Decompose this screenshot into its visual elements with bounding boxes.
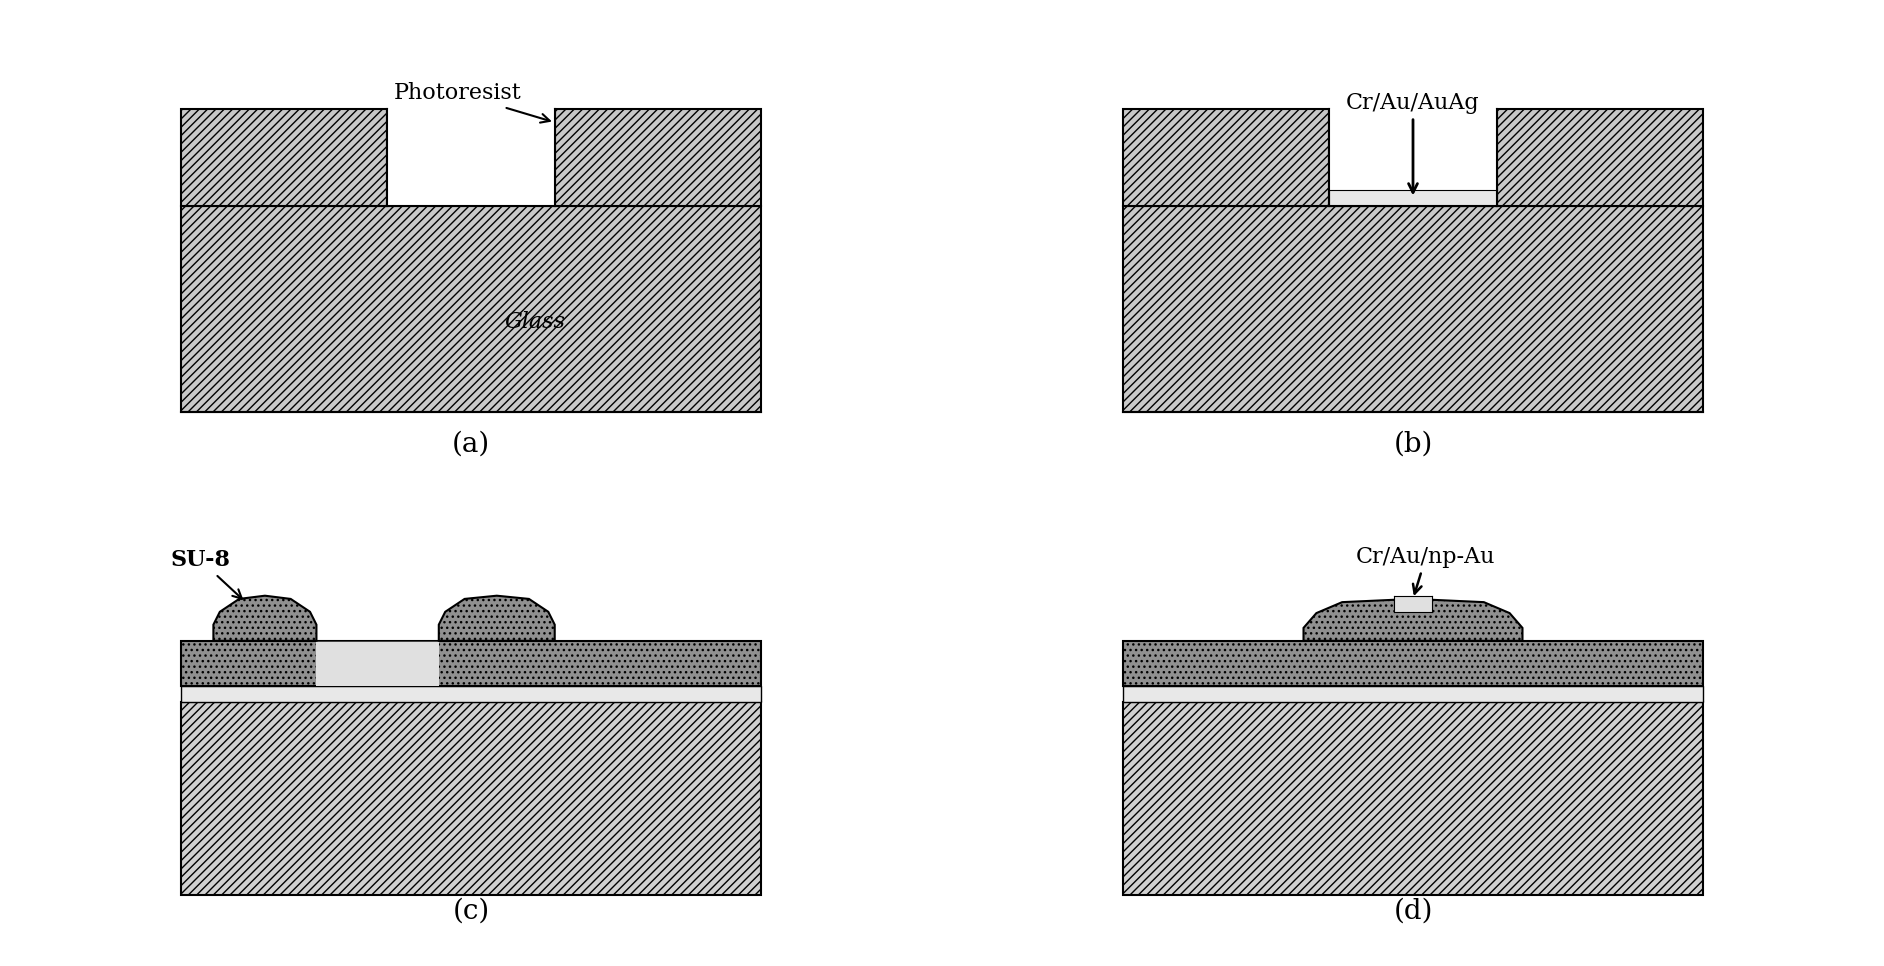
Bar: [1123, 702, 1703, 895]
Text: Photoresist: Photoresist: [394, 82, 550, 123]
Bar: [181, 640, 761, 686]
Bar: [1394, 596, 1432, 611]
Text: (b): (b): [1394, 430, 1432, 457]
Bar: [1123, 109, 1330, 206]
Bar: [181, 686, 761, 702]
Text: SU-8: SU-8: [171, 550, 241, 599]
Text: (a): (a): [452, 430, 490, 457]
Text: Glass: Glass: [505, 311, 565, 333]
Polygon shape: [439, 596, 554, 640]
Bar: [181, 702, 761, 895]
Bar: [1123, 640, 1703, 686]
Bar: [1123, 686, 1703, 702]
Bar: [1496, 109, 1703, 206]
Bar: [554, 109, 761, 206]
Text: Cr/Au/np-Au: Cr/Au/np-Au: [1356, 546, 1496, 593]
Text: (d): (d): [1394, 897, 1432, 924]
Bar: [317, 640, 439, 686]
Bar: [388, 109, 554, 206]
Bar: [181, 109, 388, 206]
Text: Cr/Au/AuAg: Cr/Au/AuAg: [1347, 92, 1479, 192]
Text: (c): (c): [452, 897, 490, 924]
Polygon shape: [1304, 599, 1522, 640]
Polygon shape: [213, 596, 317, 640]
Bar: [1123, 206, 1703, 412]
Bar: [1330, 109, 1496, 206]
Bar: [1330, 190, 1496, 206]
Bar: [181, 206, 761, 412]
